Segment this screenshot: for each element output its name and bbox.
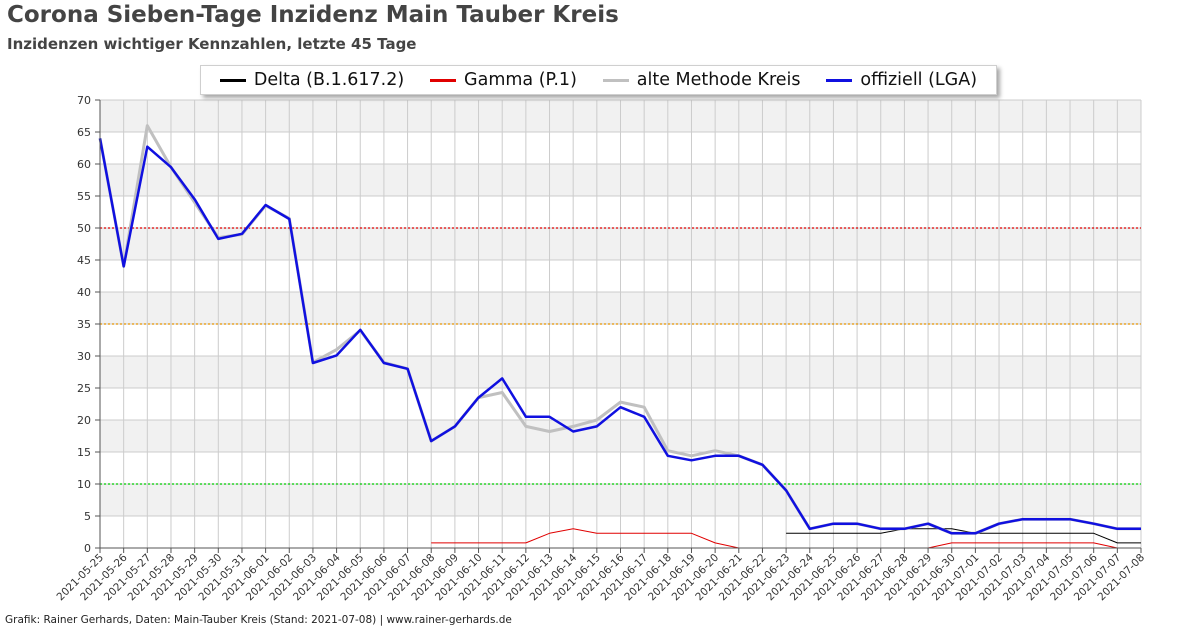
data-series: [98, 124, 1141, 549]
y-tick-label: 20: [77, 414, 91, 427]
legend-item-alte: alte Methode Kreis: [602, 70, 801, 90]
y-tick-label: 55: [77, 190, 91, 203]
series-line-gamma: [927, 542, 1118, 549]
chart-legend: Delta (B.1.617.2) Gamma (P.1) alte Metho…: [200, 65, 997, 95]
y-tick-label: 65: [77, 126, 91, 139]
y-tick-label: 25: [77, 382, 91, 395]
legend-label-delta: Delta (B.1.617.2): [253, 70, 405, 90]
legend-swatch-gamma: [430, 78, 457, 82]
threshold-lines: [100, 227, 1141, 485]
y-tick-label: 45: [77, 254, 91, 267]
y-tick-label: 40: [77, 286, 91, 299]
legend-item-offiziell: offiziell (LGA): [826, 70, 977, 90]
y-tick-label: 30: [77, 350, 91, 363]
legend-label-offiziell: offiziell (LGA): [860, 70, 978, 90]
legend-label-gamma: Gamma (P.1): [464, 70, 577, 90]
chart-subtitle: Inzidenzen wichtiger Kennzahlen, letzte …: [7, 35, 417, 53]
y-tick-label: 35: [77, 318, 91, 331]
legend-item-gamma: Gamma (P.1): [430, 70, 577, 90]
legend-swatch-offiziell: [826, 78, 853, 82]
y-tick-label: 0: [84, 542, 91, 555]
series-line-delta: [786, 528, 1141, 544]
series-line-offiziell: [98, 138, 1141, 535]
y-tick-label: 15: [77, 446, 91, 459]
legend-label-alte: alte Methode Kreis: [636, 70, 801, 90]
series-line-gamma: [431, 528, 739, 549]
legend-item-delta: Delta (B.1.617.2): [219, 70, 405, 90]
y-tick-label: 70: [77, 94, 91, 107]
legend-swatch-alte: [602, 78, 629, 82]
y-tick-label: 10: [77, 478, 91, 491]
y-tick-label: 60: [77, 158, 91, 171]
y-axis: 0 5 10 15 20 25 30 35 40 45 50 55 60 65 70: [77, 94, 101, 555]
y-tick-label: 50: [77, 222, 91, 235]
y-tick-label: 5: [84, 510, 91, 523]
x-axis: 2021-05-252021-05-262021-05-272021-05-28…: [54, 547, 1147, 603]
legend-swatch-delta: [219, 78, 246, 82]
chart-title: Corona Sieben-Tage Inzidenz Main Tauber …: [7, 2, 619, 28]
footer-credit: Grafik: Rainer Gerhards, Daten: Main-Tau…: [5, 614, 512, 626]
